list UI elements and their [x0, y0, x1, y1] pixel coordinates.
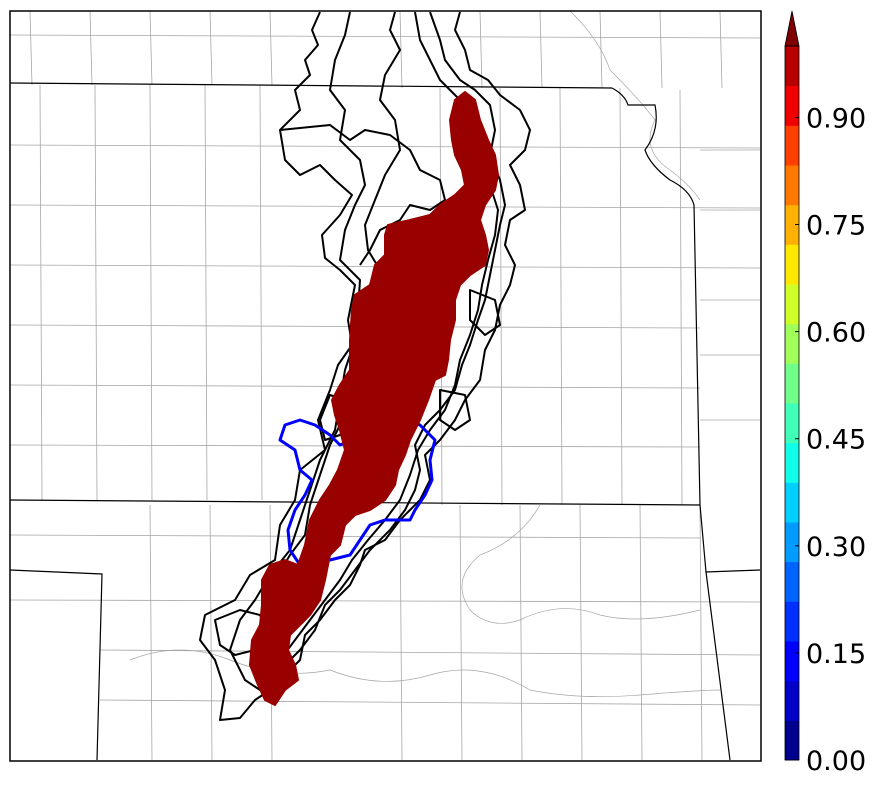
colorbar-tick-label: 0.45: [806, 425, 866, 456]
county-borders: [9, 10, 761, 761]
ensemble-contour: [469, 289, 501, 336]
colorbar-band: [785, 165, 799, 206]
colorbar-band: [785, 244, 799, 285]
map-frame: [9, 10, 762, 762]
probability-fill-region: [248, 90, 500, 707]
colorbar-band: [785, 720, 799, 761]
colorbar-ticks: 0.00 0.15 0.30 0.45 0.60 0.75 0.90: [795, 103, 866, 777]
colorbar-band: [785, 641, 799, 682]
ensemble-contour: [249, 11, 499, 681]
colorbar-tick-label: 0.60: [806, 318, 866, 349]
ensemble-contour: [439, 389, 471, 431]
observed-contour: [278, 418, 437, 567]
colorbar-tick-label: 0.30: [806, 532, 866, 563]
colorbar-tick-label: 0.75: [806, 211, 866, 242]
ensemble-contour: [229, 11, 506, 691]
colorbar-band: [785, 442, 799, 483]
colorbar-band: [785, 522, 799, 563]
colorbar-band: [785, 363, 799, 404]
colorbar-band: [785, 403, 799, 444]
colorbar-tick-label: 0.15: [806, 639, 866, 670]
colorbar-tick-label: 0.90: [806, 103, 866, 134]
colorbar-bands: [784, 10, 800, 761]
colorbar-band: [785, 125, 799, 166]
colorbar-frame: [784, 45, 800, 761]
colorbar-extend-arrow: [784, 10, 800, 47]
colorbar: 0.00 0.15 0.30 0.45 0.60 0.75 0.90: [784, 10, 866, 777]
colorbar-band: [785, 680, 799, 721]
colorbar-band: [785, 284, 799, 325]
colorbar-band: [785, 323, 799, 364]
colorbar-band: [785, 85, 799, 126]
colorbar-band: [785, 204, 799, 245]
colorbar-band: [785, 482, 799, 523]
colorbar-tick-label: 0.00: [806, 746, 866, 777]
colorbar-band: [785, 46, 799, 87]
colorbar-band: [785, 601, 799, 642]
colorbar-band: [785, 561, 799, 602]
